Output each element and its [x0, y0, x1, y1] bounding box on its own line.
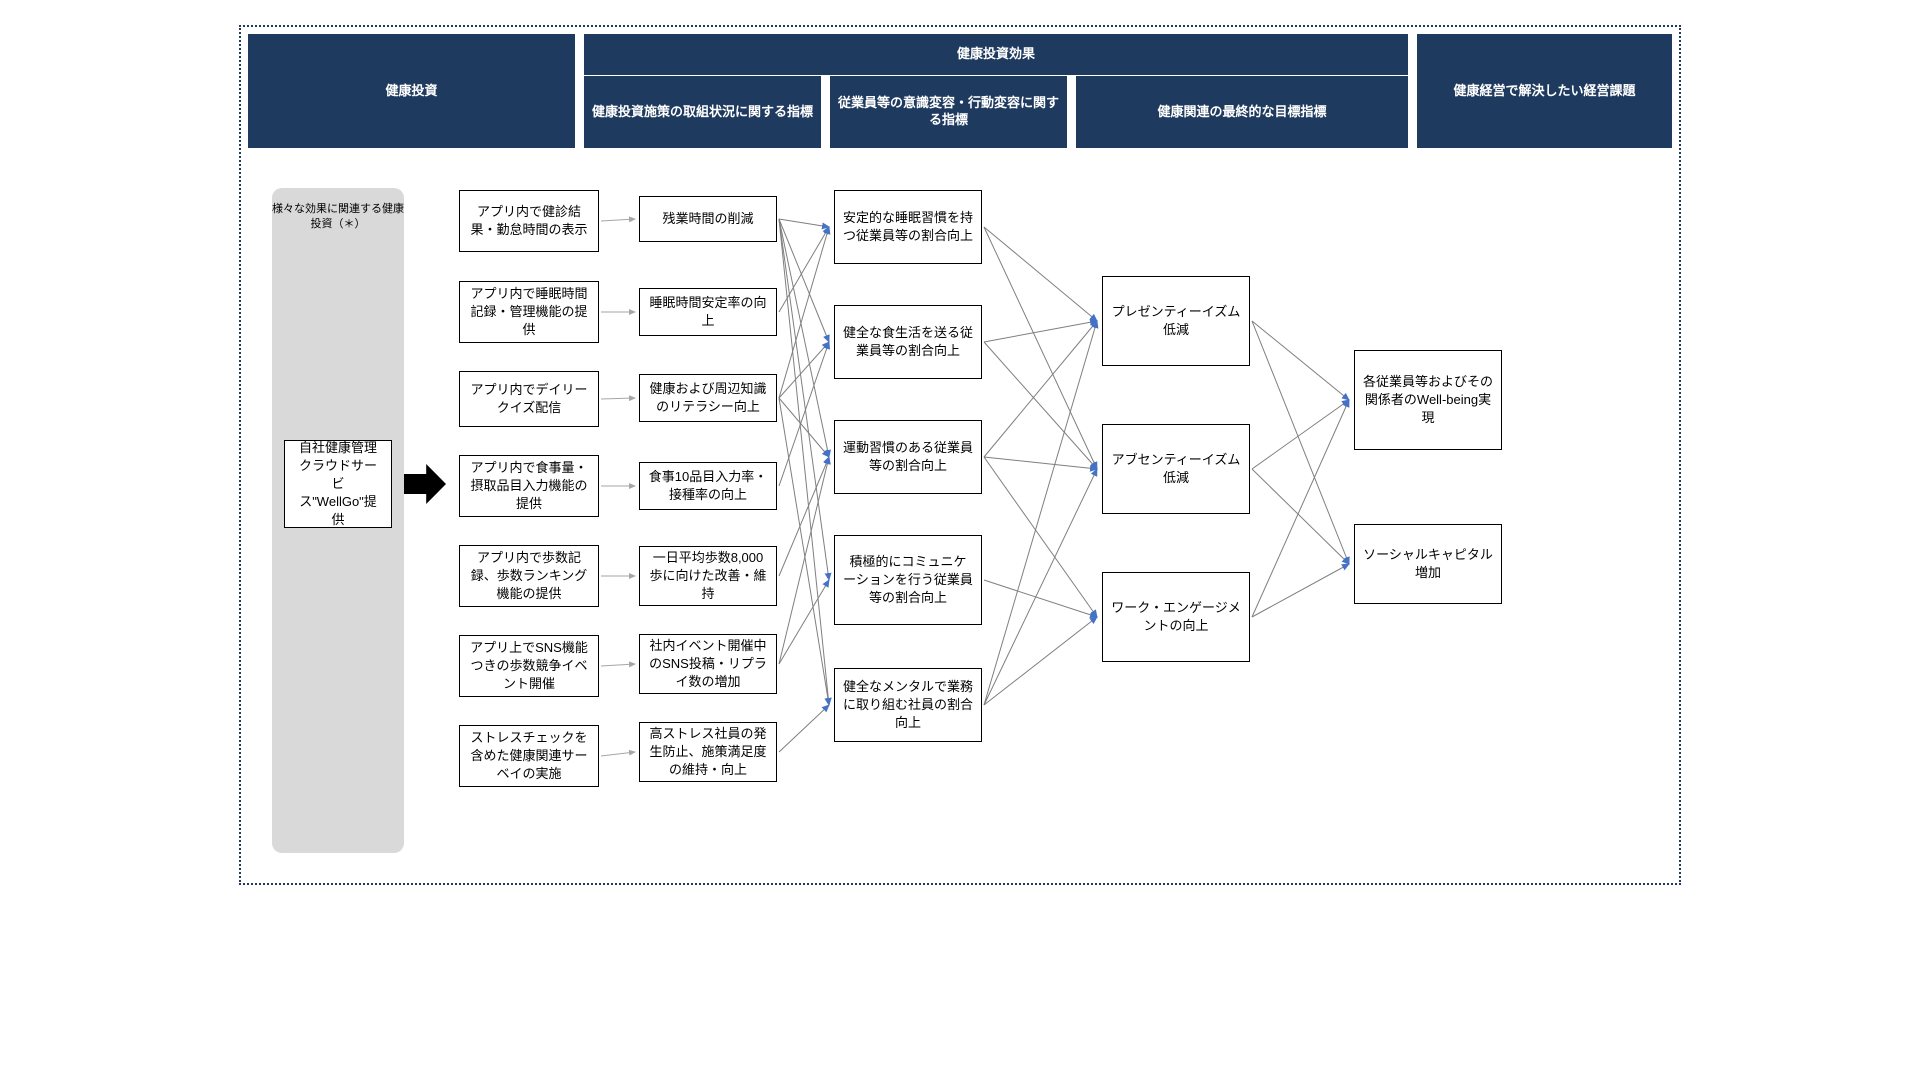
header-h_effect_top: 健康投資効果: [584, 34, 1408, 75]
node-B7: ストレスチェックを含めた健康関連サーベイの実施: [459, 725, 599, 787]
node-C7: 高ストレス社員の発生防止、施策満足度の維持・向上: [639, 722, 777, 782]
node-A1: 自社健康管理クラウドサービス"WellGo"提供: [284, 440, 392, 528]
node-B2: アプリ内で睡眠時間記録・管理機能の提供: [459, 281, 599, 343]
node-B1: アプリ内で健診結果・勤怠時間の表示: [459, 190, 599, 252]
node-D4: 積極的にコミュニケーションを行う従業員等の割合向上: [834, 535, 982, 625]
node-D2: 健全な食生活を送る従業員等の割合向上: [834, 305, 982, 379]
header-h_issue: 健康経営で解決したい経営課題: [1417, 34, 1672, 148]
node-C6: 社内イベント開催中のSNS投稿・リプライ数の増加: [639, 634, 777, 694]
node-D5: 健全なメンタルで業務に取り組む社員の割合向上: [834, 668, 982, 742]
header-h_invest: 健康投資: [248, 34, 575, 148]
node-D1: 安定的な睡眠習慣を持つ従業員等の割合向上: [834, 190, 982, 264]
node-C1: 残業時間の削減: [639, 196, 777, 242]
header-h_behavior: 従業員等の意識変容・行動変容に関する指標: [830, 76, 1067, 148]
node-C5: 一日平均歩数8,000歩に向けた改善・維持: [639, 546, 777, 606]
node-C4: 食事10品目入力率・接種率の向上: [639, 462, 777, 510]
node-F2: ソーシャルキャピタル増加: [1354, 524, 1502, 604]
node-C2: 睡眠時間安定率の向上: [639, 288, 777, 336]
node-E3: ワーク・エンゲージメントの向上: [1102, 572, 1250, 662]
node-B6: アプリ上でSNS機能つきの歩数競争イベント開催: [459, 635, 599, 697]
node-B3: アプリ内でデイリークイズ配信: [459, 371, 599, 427]
node-B5: アプリ内で歩数記録、歩数ランキング機能の提供: [459, 545, 599, 607]
header-h_status: 健康投資施策の取組状況に関する指標: [584, 76, 821, 148]
node-F1: 各従業員等およびその関係者のWell-being実現: [1354, 350, 1502, 450]
node-D3: 運動習慣のある従業員等の割合向上: [834, 420, 982, 494]
node-C3: 健康および周辺知識のリテラシー向上: [639, 374, 777, 422]
node-E1: プレゼンティーイズム低減: [1102, 276, 1250, 366]
diagram-canvas: 健康投資健康投資効果健康投資施策の取組状況に関する指標従業員等の意識変容・行動変…: [234, 20, 1686, 890]
node-E2: アブセンティーイズム低減: [1102, 424, 1250, 514]
grey-panel-label: 様々な効果に関連する健康投資（＊）: [272, 202, 404, 233]
header-h_final: 健康関連の最終的な目標指標: [1076, 76, 1408, 148]
node-B4: アプリ内で食事量・摂取品目入力機能の提供: [459, 455, 599, 517]
